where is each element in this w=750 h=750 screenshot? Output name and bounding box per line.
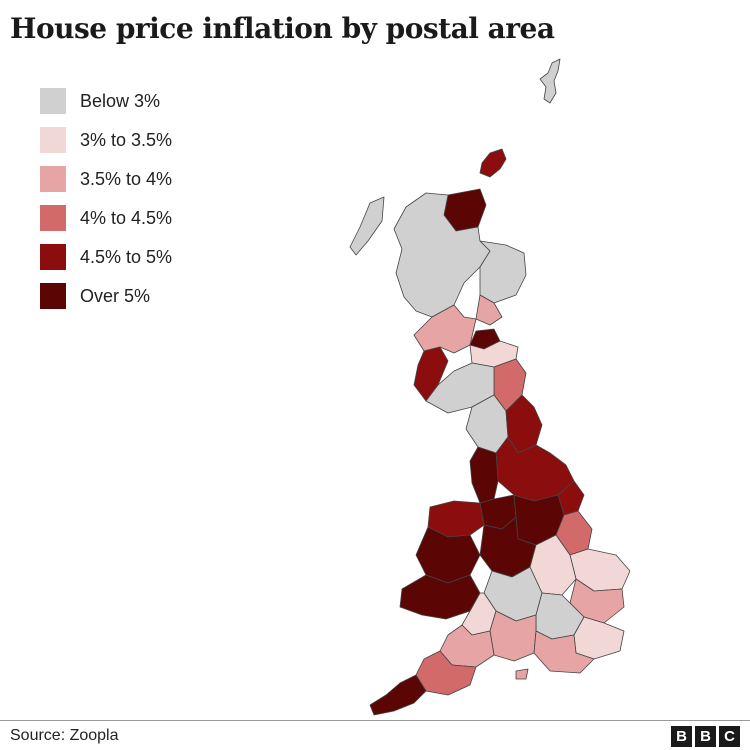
logo-letter: B xyxy=(671,726,692,747)
chart-title: House price inflation by postal area xyxy=(10,12,555,45)
legend-item: 3% to 3.5% xyxy=(40,127,172,153)
map-region-devon xyxy=(415,650,477,696)
legend-label: 3.5% to 4% xyxy=(80,168,173,189)
logo-letter: C xyxy=(719,726,740,747)
legend-label: Over 5% xyxy=(80,285,151,306)
map-region-lancashire xyxy=(469,446,499,504)
legend-label: 4.5% to 5% xyxy=(80,246,173,267)
legend-item: 3.5% to 4% xyxy=(40,166,172,192)
legend-swatch xyxy=(40,205,66,231)
map-region-south-wales xyxy=(399,574,481,620)
map-region-isle-of-wight xyxy=(515,668,529,680)
uk-choropleth-map xyxy=(349,58,631,716)
map-region-kent xyxy=(573,616,625,660)
legend-swatch xyxy=(40,244,66,270)
legend-item: Over 5% xyxy=(40,283,172,309)
legend-item: 4.5% to 5% xyxy=(40,244,172,270)
legend-item: Below 3% xyxy=(40,88,172,114)
map-region-sussex xyxy=(533,630,595,674)
map-region-dundee xyxy=(475,294,503,326)
legend-swatch xyxy=(40,283,66,309)
legend-swatch xyxy=(40,88,66,114)
source-note: Source: Zoopla xyxy=(10,727,119,744)
map-region-north-east-scotland xyxy=(479,240,527,304)
legend-swatch xyxy=(40,166,66,192)
legend-label: Below 3% xyxy=(80,90,161,111)
map-region-glasgow xyxy=(413,304,477,354)
map-region-cornwall xyxy=(369,674,427,716)
bbc-logo: B B C xyxy=(671,726,740,747)
legend-label: 3% to 3.5% xyxy=(80,129,173,150)
legend-swatch xyxy=(40,127,66,153)
map-region-orkney xyxy=(479,148,507,178)
logo-letter: B xyxy=(695,726,716,747)
map-legend: Below 3% 3% to 3.5% 3.5% to 4% 4% to 4.5… xyxy=(40,88,172,322)
map-region-yorkshire xyxy=(495,436,575,502)
map-region-shetland xyxy=(539,58,561,104)
map-region-western-isles xyxy=(349,196,385,256)
footer-divider xyxy=(0,720,750,721)
legend-item: 4% to 4.5% xyxy=(40,205,172,231)
legend-label: 4% to 4.5% xyxy=(80,207,173,228)
